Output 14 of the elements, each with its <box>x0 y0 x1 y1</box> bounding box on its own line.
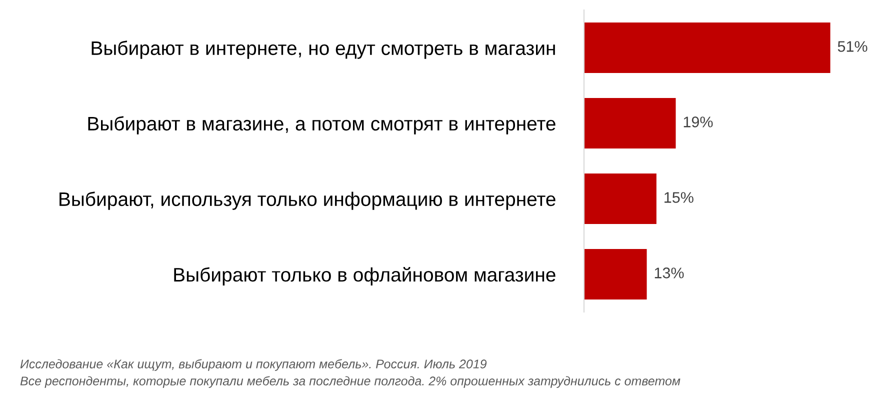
bar <box>584 173 656 224</box>
data-label: 13% <box>654 268 684 278</box>
bar <box>584 22 830 74</box>
y-tick-label: Выбирают в магазине, а потом смотрят в интернете <box>88 116 556 134</box>
bar <box>584 98 676 149</box>
y-tick-label: Выбирают только в офлайновом магазине <box>174 267 556 286</box>
y-tick-label: Выбирают в интернете, но едут смотреть в магазин <box>92 40 555 59</box>
data-label: 51% <box>838 41 868 52</box>
data-label: 15% <box>664 192 694 203</box>
bar <box>584 248 647 300</box>
text: Все респонденты, которые покупали мебель за последние полгода. 2% опрошенных затруднились с ответом <box>20 376 680 388</box>
y-tick-label: Выбирают, используя только информацию в интернете <box>60 192 556 210</box>
text: Исследование «Как ищут, выбирают и покупают мебель». Россия. Июль 2019 <box>20 359 487 371</box>
data-label: 19% <box>684 116 713 128</box>
